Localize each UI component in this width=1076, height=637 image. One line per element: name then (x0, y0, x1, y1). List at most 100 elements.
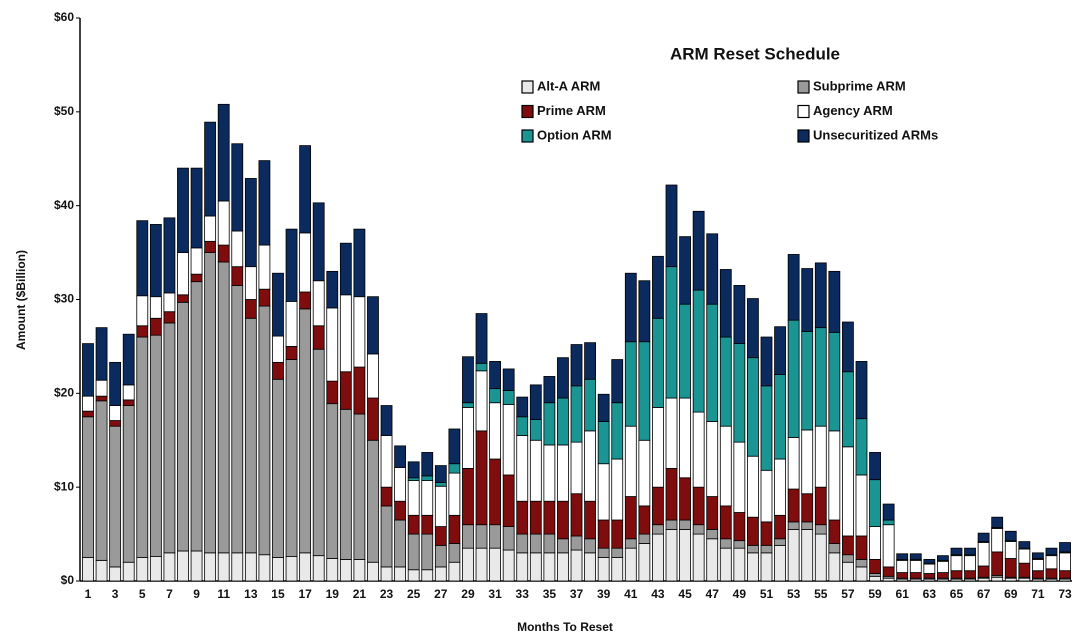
bar-segment (95, 559, 108, 582)
legend-text: Unsecuritized ARMs (813, 127, 938, 142)
bar-segment (652, 533, 664, 582)
bar-segment (665, 397, 678, 469)
bar-segment (679, 477, 691, 521)
bar-segment (421, 452, 434, 477)
bar-segment (529, 419, 542, 441)
bar-segment (285, 359, 298, 558)
bar-segment (638, 341, 651, 441)
bar-segment (760, 521, 773, 546)
bar-segment (977, 532, 990, 542)
bar-segment (177, 301, 189, 552)
bar-segment (801, 521, 814, 530)
bar-segment (353, 228, 366, 298)
bar-segment (937, 560, 949, 573)
bar-segment (733, 512, 746, 542)
bar-segment (869, 479, 881, 527)
bar-segment (611, 557, 624, 582)
bar-segment (557, 397, 569, 446)
bar-segment (190, 247, 203, 275)
bar-segment (475, 430, 488, 526)
bar-segment (611, 458, 624, 521)
bar-segment (923, 573, 936, 579)
x-tick-label: 47 (706, 587, 720, 601)
bar-segment (909, 553, 922, 560)
bar-segment (991, 551, 1004, 576)
bar-segment (665, 266, 678, 399)
bar-segment (312, 348, 325, 557)
bar-segment (706, 421, 719, 497)
bar-segment (828, 430, 841, 521)
bar-segment (679, 519, 691, 530)
bar-segment (882, 524, 895, 568)
bar-segment (109, 420, 122, 427)
bar-segment (149, 556, 162, 582)
bar-segment (95, 395, 108, 402)
x-tick-label: 13 (244, 587, 258, 601)
bar-segment (624, 496, 637, 540)
bar-segment (855, 418, 868, 476)
bar-segment (258, 554, 271, 582)
bar-segment (543, 500, 556, 535)
bar-segment (394, 566, 407, 582)
bar-segment (136, 295, 149, 327)
x-tick-label: 37 (570, 587, 584, 601)
bar-segment (244, 266, 257, 300)
bar-segment (448, 428, 461, 465)
x-tick-label: 27 (434, 587, 448, 601)
bar-segment (706, 496, 719, 530)
bar-segment (923, 563, 936, 574)
bar-segment (462, 524, 474, 549)
bar-segment (529, 439, 542, 502)
bar-segment (434, 544, 447, 568)
bar-segment (624, 547, 637, 582)
bar-segment (679, 303, 691, 399)
bar-segment (909, 572, 922, 579)
bar-segment (231, 143, 244, 232)
bar-segment (937, 555, 949, 561)
bar-segment (475, 370, 488, 432)
bar-segment (516, 500, 529, 535)
bar-segment (149, 224, 162, 298)
legend-swatch (797, 129, 810, 143)
x-tick-label: 57 (841, 587, 855, 601)
bar-segment (109, 361, 122, 406)
bar-segment (1059, 552, 1071, 572)
bar-segment (82, 395, 94, 412)
bar-segment (136, 557, 149, 582)
bar-segment (149, 334, 162, 558)
bar-segment (529, 384, 542, 421)
bar-segment (177, 167, 189, 253)
bar-segment (407, 514, 420, 535)
bar-segment (136, 220, 149, 297)
bar-segment (109, 566, 122, 582)
bar-segment (122, 333, 135, 386)
chart-title: ARM Reset Schedule (670, 44, 840, 63)
legend-swatch (521, 104, 534, 119)
bar-segment (733, 547, 746, 582)
bar-segment (163, 552, 176, 582)
legend-text: Subprime ARM (813, 78, 906, 93)
bar-segment (991, 528, 1004, 553)
x-tick-label: 31 (488, 587, 502, 601)
bar-segment (190, 550, 203, 582)
bar-segment (828, 552, 841, 582)
bar-segment (326, 380, 339, 405)
bar-segment (475, 524, 488, 549)
bar-segment (367, 353, 379, 399)
bar-segment (842, 371, 854, 448)
bar-segment (136, 325, 149, 338)
bar-segment (706, 303, 719, 422)
x-tick-label: 59 (868, 587, 882, 601)
bar-segment (719, 425, 732, 507)
bar-segment (516, 435, 529, 502)
legend-text: Agency ARM (813, 103, 893, 118)
bar-segment (367, 296, 379, 355)
bar-segment (909, 559, 922, 573)
bar-segment (177, 252, 189, 296)
bar-segment (597, 519, 610, 549)
bar-segment (977, 565, 990, 578)
bar-segment (611, 547, 624, 558)
bar-segment (353, 366, 366, 415)
bar-segment (217, 261, 230, 554)
bar-segment (774, 326, 786, 375)
